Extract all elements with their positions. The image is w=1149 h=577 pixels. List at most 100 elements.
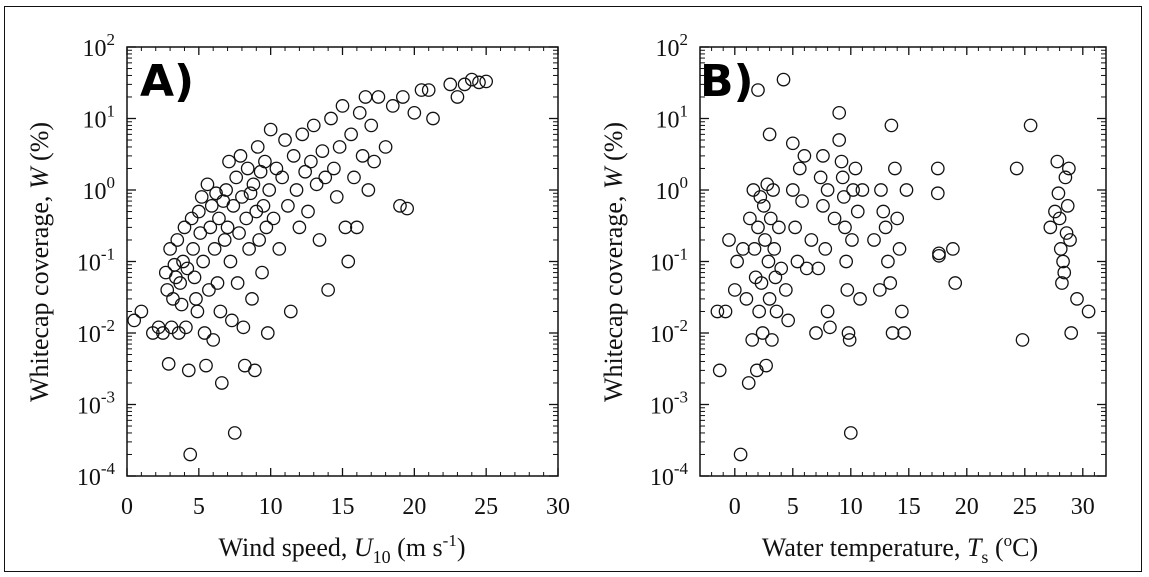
data-point [209, 186, 223, 201]
data-point [210, 276, 225, 290]
data-point [472, 75, 486, 90]
data-point [736, 242, 750, 256]
data-point [948, 276, 963, 290]
data-point [888, 161, 902, 176]
data-point [229, 170, 244, 185]
data-point [258, 154, 272, 169]
data-point [853, 292, 867, 306]
data-point [1059, 226, 1074, 240]
data-point [1055, 276, 1069, 290]
data-point [813, 170, 828, 185]
data-point [751, 220, 765, 235]
data-point [1052, 211, 1067, 226]
data-point [841, 326, 856, 340]
data-point [1060, 199, 1075, 213]
y-tick-label: 10-4 [77, 459, 116, 491]
data-point [223, 254, 238, 269]
data-point [795, 194, 809, 208]
data-point [790, 254, 805, 269]
data-point [884, 118, 899, 133]
data-point [838, 220, 852, 235]
data-point [835, 170, 850, 185]
data-point [321, 283, 335, 297]
data-point [327, 161, 341, 176]
data-point [739, 292, 754, 306]
data-point [207, 242, 222, 256]
data-point [820, 304, 835, 319]
data-point [776, 72, 791, 87]
data-point [173, 276, 188, 290]
y-tick-label: 10-1 [77, 245, 115, 277]
x-tick-label: 20 [955, 494, 979, 520]
data-point [867, 233, 881, 247]
data-point [243, 186, 258, 201]
data-point [206, 333, 221, 347]
data-point [754, 276, 769, 290]
x-tick-label: 25 [474, 494, 498, 520]
data-point [839, 254, 854, 269]
data-point [872, 283, 887, 297]
data-point [358, 90, 373, 104]
data-point [843, 426, 858, 440]
data-point [848, 161, 863, 176]
data-point [816, 149, 830, 163]
data-point [312, 233, 327, 247]
data-point [338, 220, 353, 235]
x-tick-label: 5 [787, 494, 799, 520]
data-point [426, 111, 440, 126]
data-point [266, 211, 281, 226]
data-point [350, 220, 364, 235]
data-point [318, 170, 333, 185]
data-point [878, 220, 893, 235]
data-point [450, 90, 465, 104]
data-point [304, 154, 318, 169]
data-point [1081, 304, 1096, 319]
y-tick-label: 102 [656, 30, 689, 62]
data-point [204, 199, 219, 213]
data-point [930, 186, 945, 201]
data-point [407, 105, 422, 120]
data-point [792, 161, 807, 176]
panel-tag: B) [700, 56, 754, 107]
data-point [881, 254, 895, 269]
data-point [230, 276, 245, 290]
data-point [352, 105, 367, 120]
data-point [236, 320, 251, 335]
data-point [741, 376, 756, 390]
data-point [745, 333, 760, 347]
y-tick-label: 10-2 [650, 316, 688, 348]
data-point [260, 326, 275, 340]
data-point [845, 233, 859, 247]
data-point [809, 326, 823, 340]
data-point [730, 254, 744, 269]
data-point [811, 261, 826, 276]
data-point [355, 149, 370, 163]
data-point [414, 83, 429, 97]
data-point [263, 122, 278, 137]
data-point [250, 140, 265, 154]
data-point [189, 292, 203, 306]
data-point [235, 190, 249, 204]
data-point [184, 211, 199, 226]
data-point [840, 283, 855, 297]
data-point [1057, 265, 1072, 280]
y-tick-label: 10-4 [650, 459, 689, 491]
data-point [823, 320, 837, 335]
data-point [850, 204, 865, 219]
y-tick-label: 100 [83, 173, 116, 205]
y-tick-label: 101 [656, 102, 689, 134]
data-point [464, 72, 479, 87]
panel-b: 0 5 10 15 20 25 30 10-4 10-3 10-2 10-1 100 101 102 Wat… [599, 30, 1107, 567]
data-point [479, 74, 494, 89]
data-point [421, 83, 436, 97]
data-point [324, 111, 338, 126]
data-point [240, 161, 255, 176]
data-point [226, 199, 241, 213]
data-point [275, 170, 290, 185]
data-point [846, 183, 860, 197]
data-point [364, 118, 379, 133]
data-point [245, 292, 259, 306]
data-point [883, 276, 898, 290]
data-point [281, 199, 295, 213]
